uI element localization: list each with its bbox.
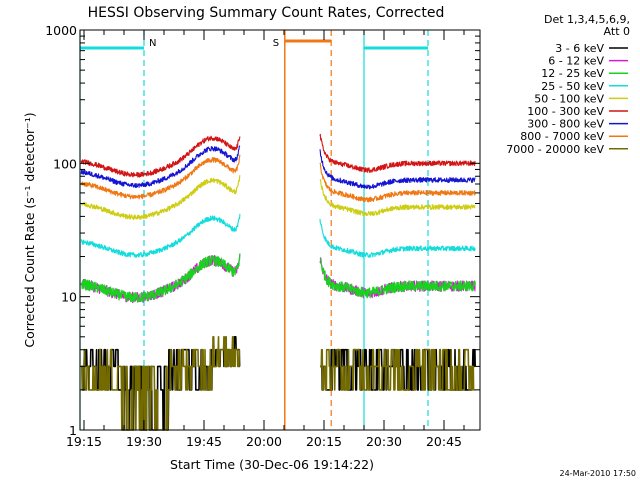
legend-label: 7000 - 20000 keV xyxy=(506,143,604,156)
series-line xyxy=(319,149,476,190)
chart-title: HESSI Observing Summary Count Rates, Cor… xyxy=(88,5,445,21)
x-axis-label: Start Time (30-Dec-06 19:14:22) xyxy=(170,457,374,472)
series-line xyxy=(80,253,241,303)
series-6-12kev xyxy=(80,254,476,304)
series-line xyxy=(319,179,476,217)
series-line xyxy=(80,135,241,178)
legend-label: 25 - 50 keV xyxy=(541,80,604,93)
footer-date: 24-Mar-2010 17:50 xyxy=(560,469,637,478)
marker-label: N xyxy=(149,38,156,49)
series-line xyxy=(80,175,241,220)
y-tick-label: 10 xyxy=(61,290,77,305)
x-tick-label: 20:45 xyxy=(426,434,462,449)
legend-label: 100 - 300 keV xyxy=(527,105,604,118)
y-tick-label: 1000 xyxy=(45,23,77,38)
axes-layer: 1 10 100 1000 19:15 19:30 19:45 20:00 20:15 20:30… xyxy=(45,23,481,449)
series-line xyxy=(319,218,476,258)
series-50-100kev xyxy=(80,175,476,220)
x-tick-label: 20:15 xyxy=(306,434,342,449)
series-line xyxy=(319,133,476,173)
series-line xyxy=(319,257,476,299)
x-tick-label: 20:00 xyxy=(246,434,282,449)
series-line xyxy=(80,145,241,189)
x-tick-label: 19:15 xyxy=(66,434,102,449)
y-tick-label: 100 xyxy=(53,156,77,171)
legend-label: 3 - 6 keV xyxy=(555,42,604,55)
y-axis-label: Corrected Count Rate (s⁻¹ detector⁻¹) xyxy=(22,112,37,347)
series-25-50kev xyxy=(80,213,476,259)
series-12-25kev xyxy=(80,253,476,303)
legend-label: 800 - 7000 keV xyxy=(520,130,604,143)
legend-label: 50 - 100 keV xyxy=(534,92,604,105)
series-100-300kev xyxy=(80,133,476,178)
legend-header: Att 0 xyxy=(604,25,630,38)
x-tick-label: 20:30 xyxy=(366,434,402,449)
series-line xyxy=(319,348,476,391)
legend-label: 6 - 12 keV xyxy=(548,55,604,68)
legend-label: 12 - 25 keV xyxy=(541,67,604,80)
x-tick-label: 19:45 xyxy=(186,434,222,449)
x-tick-label: 19:30 xyxy=(126,434,162,449)
series-800-7000kev xyxy=(80,154,476,203)
series-line xyxy=(80,154,241,200)
plot-frame xyxy=(79,29,481,431)
legend-label: 300 - 800 keV xyxy=(527,118,604,131)
series-300-800kev xyxy=(80,145,476,190)
series-line xyxy=(80,213,241,259)
marker-label: S xyxy=(273,38,279,49)
legend-header: Det 1,3,4,5,6,9, xyxy=(544,13,630,26)
y-tick-label: 1 xyxy=(69,423,77,438)
series-7000-20000kev xyxy=(80,335,476,431)
series-line xyxy=(319,162,476,203)
